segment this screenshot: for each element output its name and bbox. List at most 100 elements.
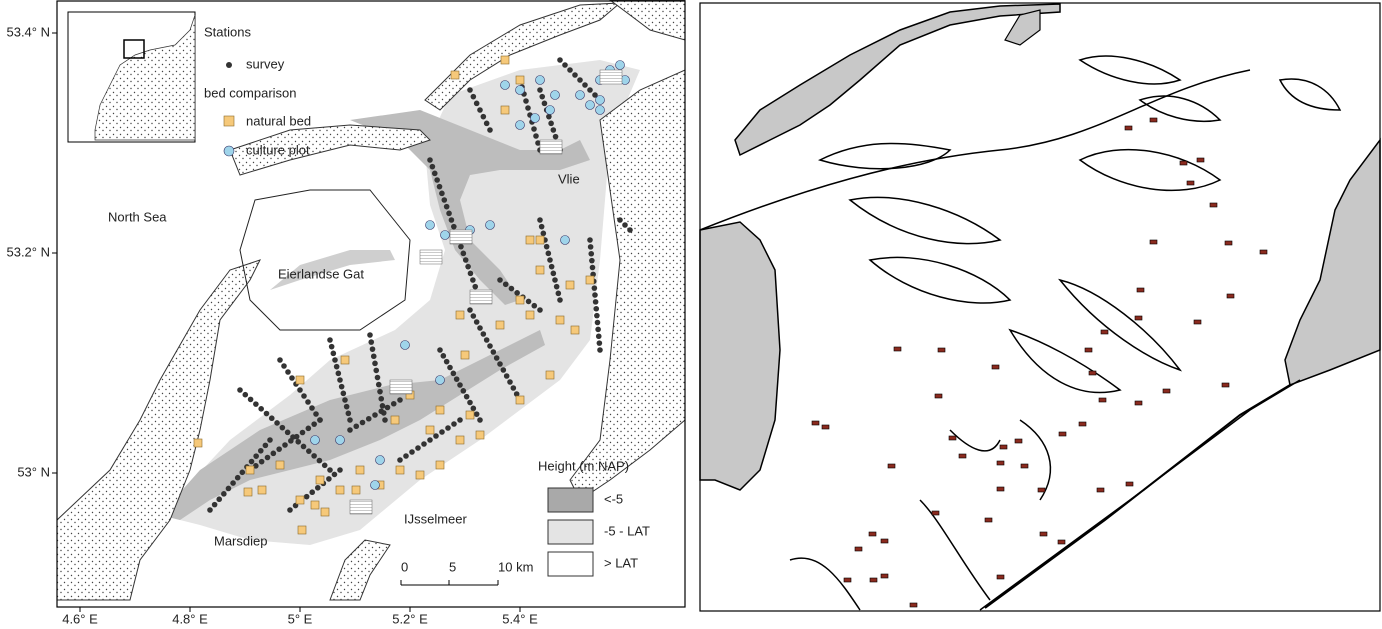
survey-station [446, 210, 452, 217]
lon-label: 4.6° E [62, 611, 98, 626]
dike [984, 384, 1291, 609]
sample-site [1224, 240, 1233, 246]
land-terschelling [424, 2, 622, 111]
survey-station [451, 223, 457, 230]
survey-station [372, 412, 378, 418]
survey-station [330, 350, 337, 357]
sample-site [1084, 347, 1093, 353]
legend-label: bed comparison [204, 85, 297, 100]
survey-station [467, 270, 474, 277]
sample-site [1078, 421, 1087, 427]
natural-bed [297, 525, 307, 535]
sample-site [811, 420, 820, 426]
natural-bed [275, 460, 285, 470]
sample-site [821, 424, 830, 430]
survey-station [539, 93, 546, 100]
survey-station [289, 375, 295, 381]
survey-station [567, 67, 573, 73]
survey-station [327, 337, 333, 343]
culture-plot [515, 120, 525, 130]
survey-station [262, 442, 269, 449]
natural-bed [585, 275, 595, 285]
survey-station [457, 417, 463, 423]
survey-station [409, 449, 415, 455]
survey-station [447, 364, 453, 371]
legend-culture-plot-marker [223, 145, 235, 157]
natural-bed [525, 310, 535, 320]
flat-outline [1008, 328, 1122, 394]
natural-bed [565, 280, 575, 290]
flat-outline [919, 499, 991, 601]
survey-station [313, 411, 319, 417]
survey-station [525, 105, 531, 111]
sample-site [931, 510, 940, 516]
flat-outline [1058, 278, 1183, 372]
survey-station [541, 100, 548, 107]
survey-station [301, 393, 307, 399]
survey-station [582, 82, 588, 88]
natural-bed [295, 495, 305, 505]
survey-station [439, 429, 445, 435]
survey-station [462, 257, 469, 263]
lon-label: 5.2° E [392, 611, 428, 626]
survey-station [467, 399, 473, 406]
survey-station [257, 447, 264, 454]
natural-bed [495, 320, 505, 330]
survey-station [473, 411, 480, 417]
flat-outline [868, 256, 1012, 304]
flat-outline [949, 429, 1001, 452]
natural-bed [315, 475, 325, 485]
height-legend-title: Height (m NAP) [538, 458, 629, 473]
survey-station [379, 403, 386, 409]
sample-site [1221, 382, 1230, 388]
natural-bed [320, 507, 330, 517]
survey-station [443, 358, 450, 365]
survey-station [347, 417, 353, 423]
sample-site [1058, 431, 1067, 437]
survey-station [458, 243, 464, 250]
survey-station [253, 453, 259, 459]
survey-station [288, 438, 294, 444]
flat-outline [1078, 148, 1222, 192]
survey-station [317, 417, 323, 423]
survey-station [467, 307, 473, 313]
culture-plot [535, 75, 545, 85]
survey-station [342, 397, 348, 403]
culture-plot [425, 220, 435, 230]
culture-plot [615, 60, 625, 70]
sample-site [1226, 293, 1235, 299]
flat-outline [848, 196, 1002, 245]
place-label: Eierlandse Gat [278, 266, 364, 281]
culture-plot [515, 85, 525, 95]
culture-plot [560, 235, 570, 245]
survey-station [477, 325, 483, 331]
survey-station [277, 357, 283, 363]
sample-site [999, 444, 1008, 450]
natural-bed [310, 500, 320, 510]
sample-site [1149, 117, 1158, 123]
survey-station [440, 353, 447, 359]
right-map [699, 2, 1381, 612]
survey-station [311, 453, 317, 459]
survey-station [343, 403, 350, 410]
survey-station [434, 177, 440, 183]
survey-station [451, 421, 457, 427]
deep-channel [270, 250, 395, 290]
sample-site [1193, 319, 1202, 325]
inset-box [123, 39, 145, 59]
scale-label: 0 [401, 559, 408, 574]
lat-label: 53.2° N [6, 244, 50, 259]
survey-station [473, 100, 480, 107]
survey-station [338, 383, 345, 390]
land-texel [56, 259, 261, 601]
survey-station [548, 120, 554, 127]
sample-site [1196, 157, 1205, 163]
survey-station [248, 458, 255, 465]
survey-station [595, 333, 602, 340]
natural-bed [340, 355, 350, 365]
survey-station [293, 433, 300, 440]
natural-bed [500, 105, 510, 115]
survey-station [503, 373, 510, 379]
boundary [239, 189, 411, 331]
survey-station [390, 400, 397, 407]
